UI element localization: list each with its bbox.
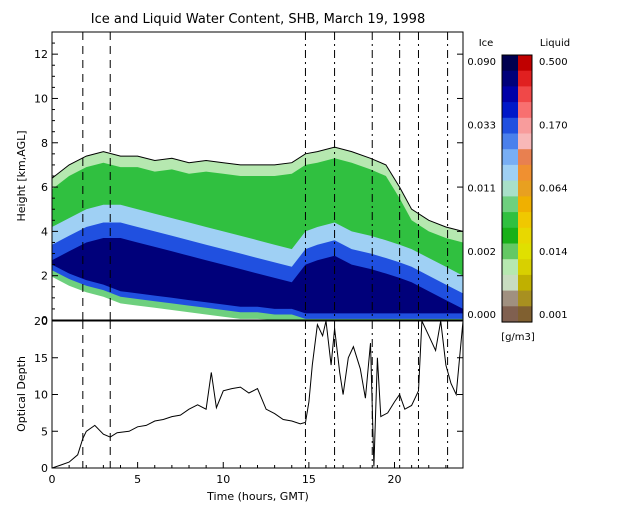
colorbar-ice-swatch (502, 180, 518, 197)
colorbar-liquid-swatch (518, 196, 532, 213)
colorbar-ice-swatch (502, 290, 518, 307)
colorbar-ice-tick-3: 0.002 (467, 247, 496, 258)
optical-depth-frame (51, 320, 464, 469)
optical-depth-y-label: Optical Depth (15, 356, 28, 432)
time-tick-label-1: 5 (134, 473, 141, 486)
optical-depth-y-tick-label-0: 0 (41, 462, 48, 475)
optical-depth-y-tick-label-2: 10 (34, 389, 48, 402)
time-tick-label-3: 15 (302, 473, 316, 486)
heatmap-y-tick-label-3: 6 (41, 181, 48, 194)
heatmap-y-tick-label-4: 8 (41, 137, 48, 150)
heatmap-y-tick-label-0: 0 (41, 314, 48, 327)
colorbar-liquid-swatch (518, 164, 532, 182)
cloud-base-rim (52, 270, 463, 320)
colorbar-ice-swatch (502, 164, 518, 182)
colorbar-ice-swatch (502, 274, 518, 292)
optical-depth-y-tick-label-1: 5 (41, 425, 48, 438)
colorbar-frame (501, 54, 533, 323)
colorbar-liquid-label: Liquid (540, 38, 570, 49)
heatmap-y-tick-label-2: 4 (41, 225, 48, 238)
optical-depth-y-tick-label-4: 20 (34, 315, 48, 328)
colorbar-ice-swatch (502, 133, 518, 150)
colorbar-ice-tick-0: 0.090 (467, 57, 496, 68)
colorbar-liquid-swatch (518, 55, 532, 72)
colorbar-ice-label: Ice (479, 38, 494, 49)
colorbar-ice-swatch (502, 306, 518, 323)
heatmap-y-tick-label-6: 12 (34, 48, 48, 61)
colorbar: 0.090 0.033 0.011 0.002 0.000 0.500 0.170 0.064… (467, 54, 568, 323)
colorbar-liquid-tick-2: 0.064 (539, 184, 568, 195)
colorbar-liquid-swatch (518, 86, 532, 103)
colorbar-ice-swatch (502, 86, 518, 103)
colorbar-ice-swatch (502, 102, 518, 119)
colorbar-liquid-swatch (518, 306, 532, 323)
colorbar-ice-swatch (502, 227, 518, 245)
colorbar-liquid-swatch (518, 180, 532, 197)
colorbar-liquid-swatch (518, 259, 532, 276)
colorbar-liquid-swatch (518, 102, 532, 119)
optical-depth-line (52, 321, 463, 468)
time-tick-label-2: 10 (216, 473, 230, 486)
colorbar-ice-swatch (502, 55, 518, 72)
colorbar-ice-swatch (502, 196, 518, 213)
heatmap-y-tick-label-5: 10 (34, 92, 48, 105)
optical-depth-plot (52, 321, 463, 468)
time-axis-label: Time (hours, GMT) (206, 490, 309, 503)
cloud-top-outline (52, 146, 463, 232)
colorbar-ice-tick-1: 0.033 (467, 120, 496, 131)
time-tick-label-0: 0 (49, 473, 56, 486)
colorbar-ice-tick-2: 0.011 (467, 184, 496, 195)
colorbar-liquid-swatch (518, 290, 532, 307)
time-tick-label-4: 20 (388, 473, 402, 486)
colorbar-liquid-swatch (518, 274, 532, 292)
colorbar-liquid-tick-4: 0.001 (539, 310, 568, 321)
colorbar-ice-swatch (502, 117, 518, 135)
heatmap-y-tick-label-1: 2 (41, 270, 48, 283)
colorbar-liquid-swatch (518, 70, 532, 87)
colorbar-liquid-tick-1: 0.170 (539, 120, 568, 131)
heatmap-plot (52, 32, 463, 320)
heatmap-y-axis: 0 2 4 6 8 10 12 (34, 31, 463, 327)
colorbar-liquid-swatch (518, 117, 532, 135)
colorbar-ice-swatch (502, 259, 518, 276)
colorbar-ice-swatch (502, 212, 518, 229)
colorbar-liquid-swatch (518, 227, 532, 245)
heatmap-y-label: Height [km,AGL] (15, 130, 28, 221)
colorbar-liquid-swatch (518, 212, 532, 229)
colorbar-ice-tick-4: 0.000 (467, 310, 496, 321)
colorbar-liquid-tick-0: 0.500 (539, 57, 568, 68)
colorbar-liquid-swatch (518, 243, 532, 260)
colorbar-ice-swatch (502, 70, 518, 87)
colorbar-ice-swatch (502, 243, 518, 260)
colorbar-liquid-swatch (518, 133, 532, 150)
optical-depth-y-tick-label-3: 15 (34, 352, 48, 365)
colorbar-ice-swatch (502, 149, 518, 166)
colorbar-liquid-tick-3: 0.014 (539, 247, 568, 258)
colorbar-units: [g/m3] (501, 332, 535, 343)
cloud-dense-band (52, 238, 463, 314)
colorbar-liquid-swatch (518, 149, 532, 166)
chart-title: Ice and Liquid Water Content, SHB, March… (91, 12, 425, 27)
